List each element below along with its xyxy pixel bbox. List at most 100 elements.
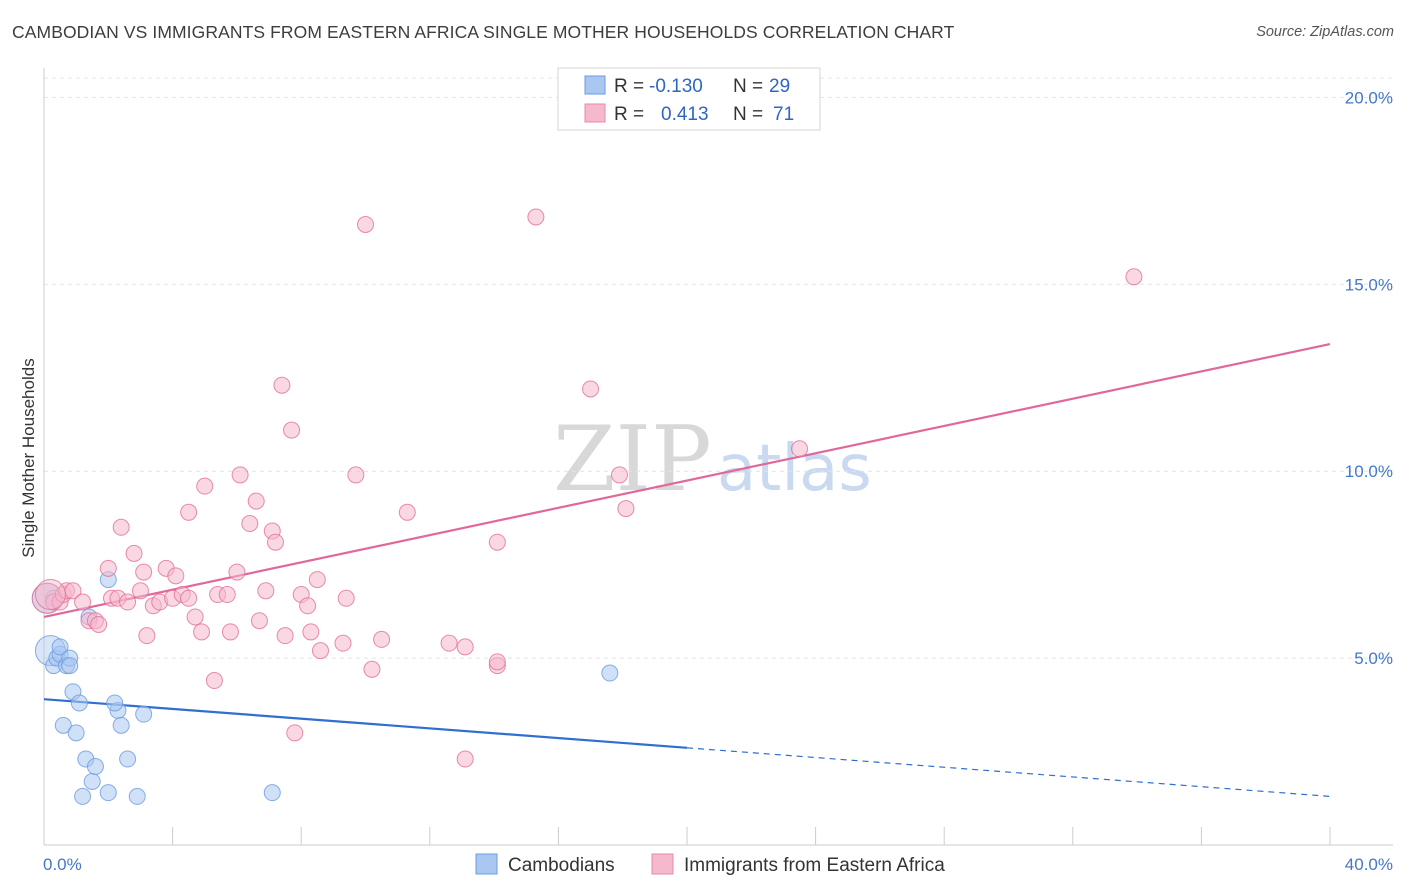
data-point-eastern-africa [302,623,320,641]
data-point-eastern-africa [373,630,391,648]
legend-r-label: R = [614,104,644,125]
data-point-eastern-africa [186,608,204,626]
legend-r-label: R = [614,76,644,97]
data-point-eastern-africa [193,623,211,641]
y-axis-title: Single Mother Households [19,358,38,557]
data-point-eastern-africa [527,208,545,226]
data-point-eastern-africa [347,466,365,484]
data-point-eastern-africa [286,724,304,742]
legend-swatch-eastern-africa [584,103,606,123]
data-point-eastern-africa [241,515,259,533]
data-point-eastern-africa [582,380,600,398]
source-label: Source: ZipAtlas.com [1256,24,1394,40]
data-point-eastern-africa [1125,268,1143,286]
data-point-cambodians [86,758,104,775]
data-point-eastern-africa [456,638,474,656]
data-point-eastern-africa [334,634,352,652]
legend-n-label: N = [733,76,763,97]
data-point-cambodians [70,694,88,712]
trend-line-0 [43,698,688,749]
data-point-eastern-africa [180,589,198,607]
data-point-eastern-africa [138,627,156,645]
data-point-eastern-africa [112,518,130,536]
data-point-eastern-africa [221,623,239,641]
watermark: ZIP atlas [553,407,872,512]
data-point-eastern-africa [74,593,92,611]
data-point-cambodians [83,772,101,790]
data-point-eastern-africa [456,750,474,768]
data-point-eastern-africa [247,492,265,510]
legend-n-value: 71 [773,104,794,125]
legend-row-cambodians: R = -0.130 N = 29 [584,75,790,97]
legend-n-value: 29 [769,76,790,97]
data-point-cambodians [61,657,79,675]
legend-r-value: 0.413 [661,104,709,125]
data-points [31,208,1143,805]
data-point-eastern-africa [337,589,355,607]
data-point-eastern-africa [299,597,317,615]
trend-lines [43,343,1331,798]
data-point-cambodians [263,784,281,802]
data-point-eastern-africa [99,559,117,577]
data-point-cambodians [51,638,69,656]
legend-top: R = -0.130 N = 29 R = 0.413 N = 71 [557,67,821,131]
y-tick-label: 10.0% [1345,462,1393,481]
axes [43,68,1393,846]
data-point-cambodians [67,724,85,742]
data-point-eastern-africa [610,466,628,484]
data-point-eastern-africa [119,593,137,611]
data-point-eastern-africa [440,634,458,652]
legend-bottom: Cambodians Immigrants from Eastern Afric… [475,853,945,876]
data-point-eastern-africa [131,582,149,600]
data-point-cambodians [99,784,117,802]
legend-bottom-swatch-eastern-africa [651,853,674,875]
data-point-cambodians [128,787,146,805]
data-point-eastern-africa [231,466,249,484]
data-point-eastern-africa [167,567,185,585]
x-tick-label-min: 0.0% [43,855,82,874]
data-point-eastern-africa [125,544,143,562]
data-point-eastern-africa [196,477,214,495]
data-point-eastern-africa [488,533,506,551]
data-point-eastern-africa [34,579,66,611]
legend-swatch-cambodians [584,75,606,95]
data-point-eastern-africa [398,503,416,521]
grid-lines [44,77,1393,659]
trend-line-1 [43,343,1331,619]
data-point-eastern-africa [488,653,506,671]
legend-bottom-swatch-cambodians [475,853,498,875]
legend-r-value: -0.130 [649,76,703,97]
y-tick-label: 20.0% [1345,88,1393,107]
data-point-eastern-africa [90,615,108,633]
legend-row-eastern-africa: R = 0.413 N = 71 [584,103,794,125]
data-point-eastern-africa [276,627,294,645]
data-point-eastern-africa [308,571,326,589]
x-tick-label-max: 40.0% [1345,855,1393,874]
chart-title: CAMBODIAN VS IMMIGRANTS FROM EASTERN AFR… [12,22,955,42]
data-point-eastern-africa [250,612,268,630]
data-point-eastern-africa [180,503,198,521]
data-point-eastern-africa [205,672,223,690]
data-point-cambodians [106,694,124,712]
data-point-cambodians [112,716,130,734]
data-point-eastern-africa [363,660,381,678]
y-tick-label: 5.0% [1354,649,1393,668]
data-point-eastern-africa [617,500,635,518]
data-point-cambodians [119,750,137,768]
data-point-eastern-africa [257,582,275,600]
data-point-eastern-africa [228,563,246,581]
watermark-zip: ZIP [553,407,712,512]
data-point-cambodians [135,705,153,723]
legend-bottom-label-eastern-africa: Immigrants from Eastern Africa [684,855,945,876]
legend-n-label: N = [733,104,763,125]
y-tick-label: 15.0% [1345,275,1393,294]
data-point-cambodians [54,716,72,734]
data-point-eastern-africa [218,586,236,604]
data-point-cambodians [74,787,92,805]
data-point-eastern-africa [273,376,291,394]
data-point-cambodians [601,664,619,682]
trend-line-extension-0 [686,747,1331,798]
data-point-eastern-africa [357,215,374,233]
data-point-eastern-africa [266,533,284,551]
